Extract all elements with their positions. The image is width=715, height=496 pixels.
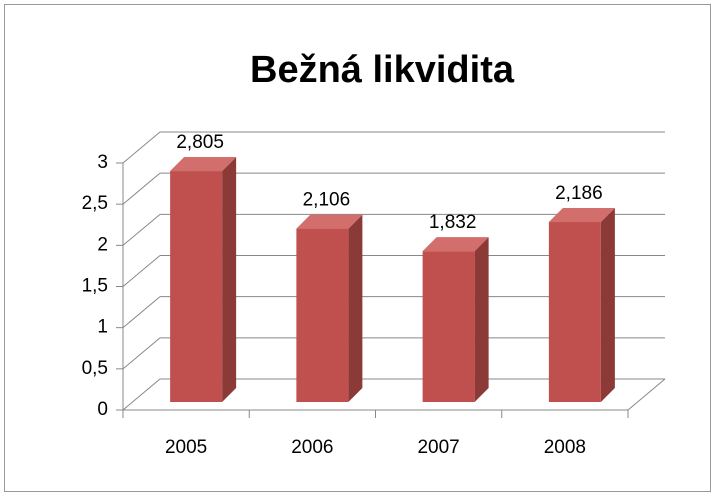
floor-side <box>627 378 666 411</box>
chart-title: Bežná likvidita <box>250 49 515 91</box>
bar-top <box>170 157 237 172</box>
bar <box>296 228 349 402</box>
bar-side <box>348 214 363 402</box>
grid-line <box>122 255 161 287</box>
y-tick-label: 3 <box>97 152 108 173</box>
grid-line <box>122 378 161 411</box>
bar <box>422 251 475 402</box>
y-tick-label: 0 <box>97 399 108 420</box>
bar-side <box>222 157 237 402</box>
grid-line <box>122 131 161 164</box>
grid-line <box>122 337 161 370</box>
value-label: 2,805 <box>176 132 224 153</box>
grid-line <box>122 213 161 246</box>
grid-line <box>122 296 161 329</box>
bar-top <box>296 214 363 229</box>
y-tick-label: 0,5 <box>82 358 108 379</box>
bar-top <box>422 237 489 252</box>
value-label: 2,186 <box>555 183 603 204</box>
bar-top <box>548 208 615 223</box>
y-tick-label: 1 <box>97 317 108 338</box>
bar-side <box>474 237 489 402</box>
bar <box>548 222 601 402</box>
x-tick-label: 2005 <box>165 437 207 458</box>
x-tick-label: 2006 <box>291 437 333 458</box>
x-tick-label: 2008 <box>544 437 586 458</box>
y-tick-label: 2 <box>97 234 108 255</box>
grid-line <box>122 172 161 205</box>
value-label: 2,106 <box>303 190 351 211</box>
y-tick-label: 2,5 <box>82 193 108 214</box>
value-label: 1,832 <box>429 212 477 233</box>
y-tick-label: 1,5 <box>82 276 108 297</box>
x-tick-label: 2007 <box>417 437 459 458</box>
bar-side <box>600 208 615 402</box>
bar <box>170 171 223 402</box>
